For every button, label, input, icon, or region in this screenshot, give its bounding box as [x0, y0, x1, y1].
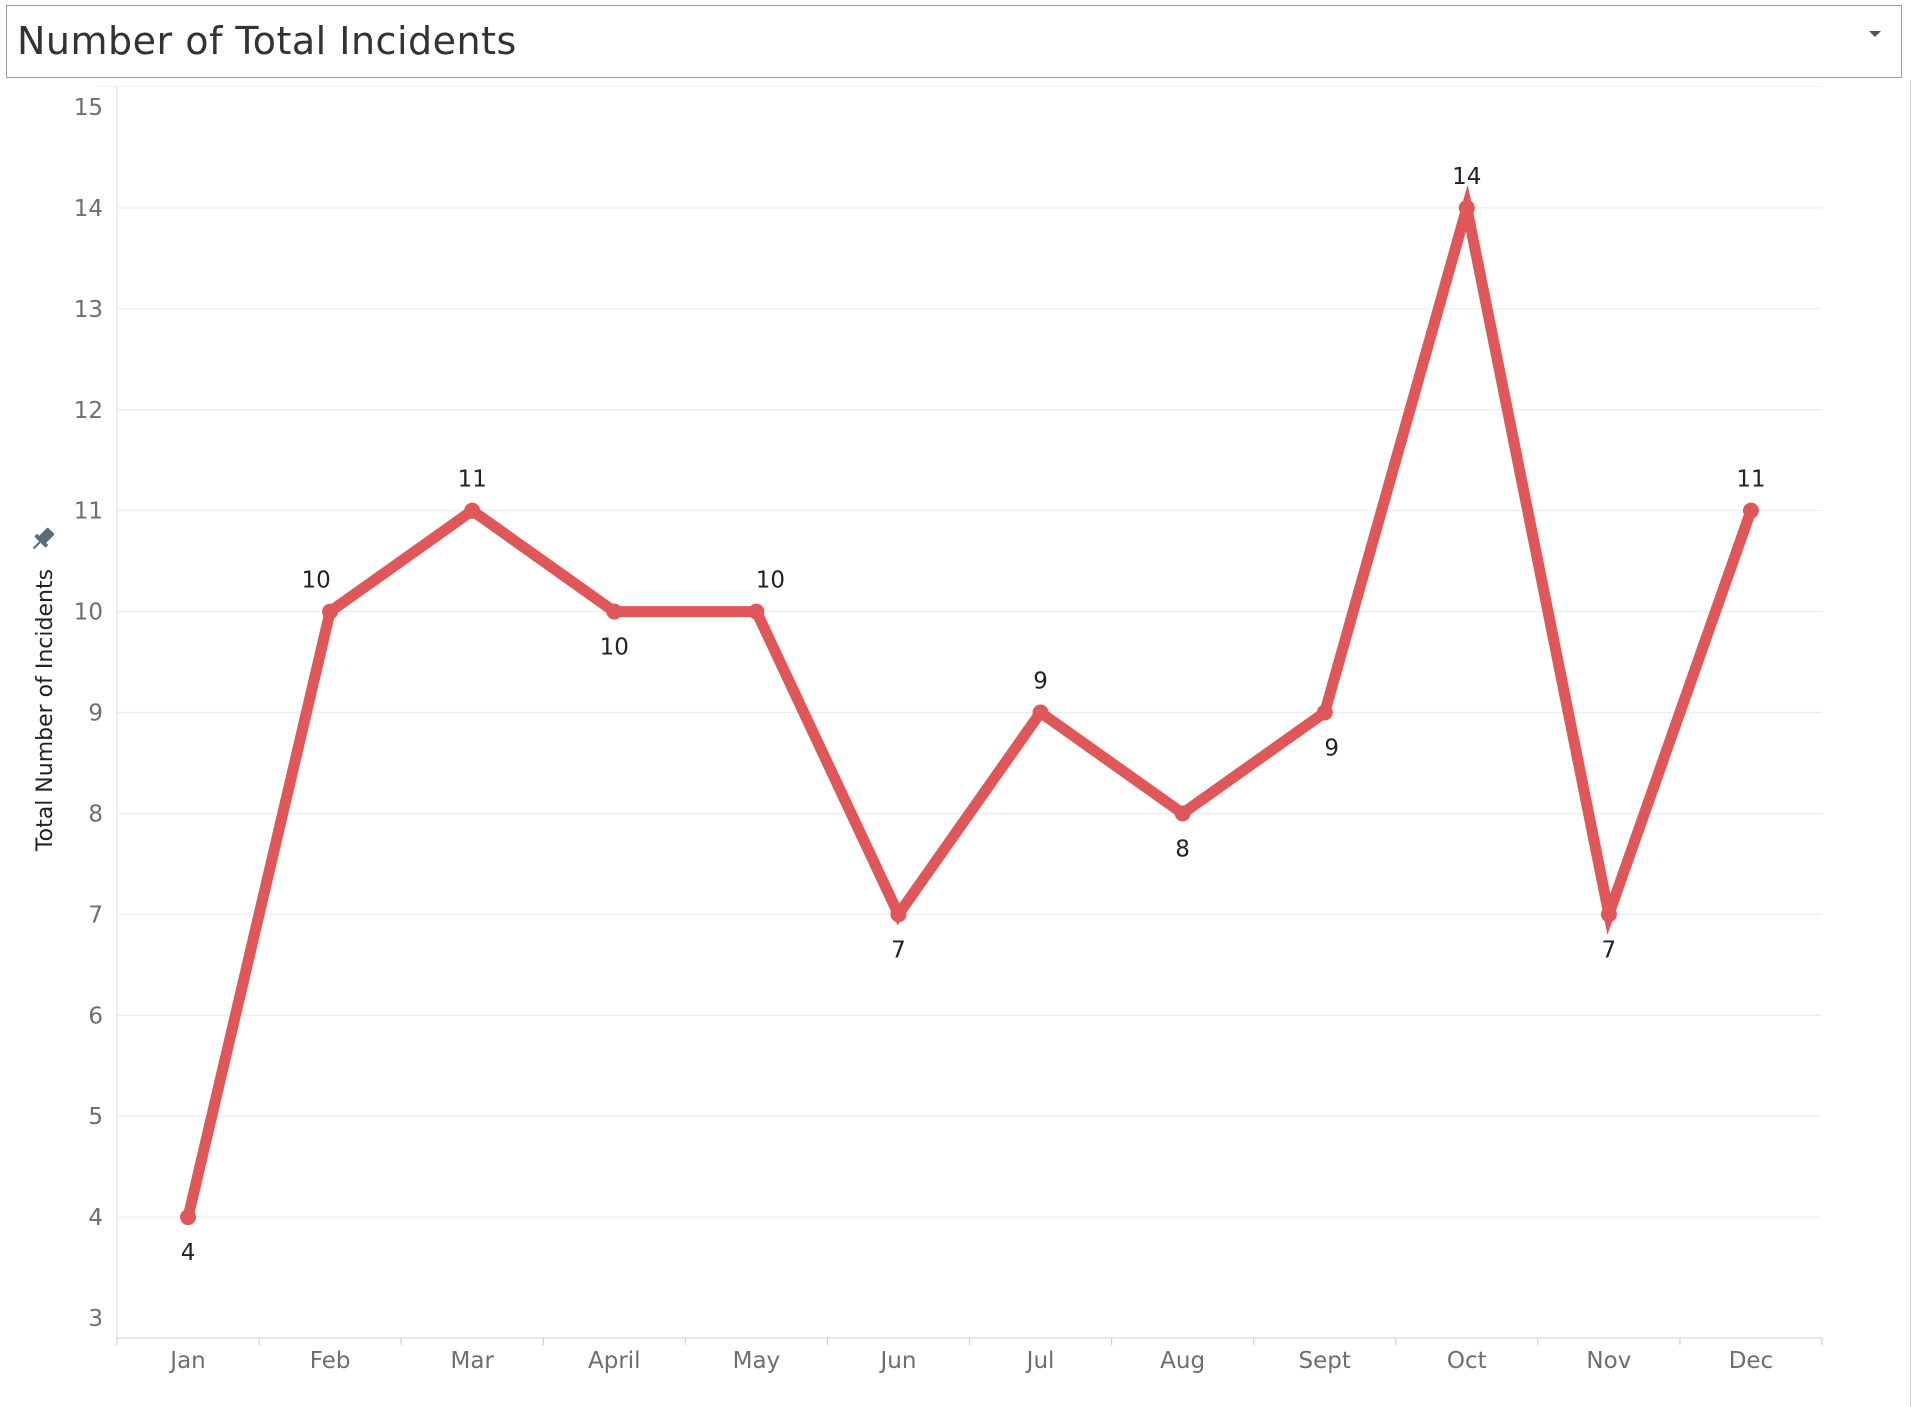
data-point[interactable]: [1742, 502, 1759, 519]
series-line-layer: [182, 184, 1757, 1223]
plot-top-rule: [96, 86, 1822, 87]
title-bar: Number of Total Incidents: [6, 5, 1902, 78]
x-tick-label: Nov: [1586, 1348, 1631, 1374]
y-tick-label: 11: [74, 499, 103, 525]
y-tick-label: 12: [74, 398, 103, 424]
data-point[interactable]: [1600, 906, 1617, 923]
data-point[interactable]: [1032, 704, 1049, 721]
axes: 3 4 5 6 7 8 9 10 11 12 13 14 15 Jan Feb Mar April May Jun J…: [74, 86, 1823, 1374]
data-label: 10: [756, 568, 785, 594]
x-tick-label: May: [733, 1348, 781, 1374]
y-tick-label: 6: [88, 1003, 103, 1029]
x-tick-label: April: [588, 1348, 641, 1374]
data-point[interactable]: [1316, 704, 1333, 721]
data-point[interactable]: [748, 603, 765, 620]
data-label: 11: [458, 467, 487, 493]
y-tick-label: 15: [74, 95, 103, 121]
y-tick-label: 10: [74, 600, 103, 626]
x-tick-label: Aug: [1160, 1348, 1205, 1374]
data-point[interactable]: [464, 502, 481, 519]
series-line: [182, 184, 1757, 1223]
data-label: 10: [600, 635, 629, 661]
y-tick-label: 4: [88, 1205, 103, 1231]
x-tick-label: Sept: [1299, 1348, 1351, 1374]
chart-title: Number of Total Incidents: [17, 19, 517, 63]
y-tick-label: 3: [88, 1306, 103, 1332]
pin-icon[interactable]: [28, 525, 57, 554]
y-tick-label: 9: [88, 701, 103, 727]
data-label: 8: [1175, 836, 1190, 862]
x-tick-label: Jul: [1025, 1348, 1055, 1374]
data-label: 9: [1033, 669, 1048, 695]
x-tick-label: Jun: [878, 1348, 916, 1374]
data-points: [180, 199, 1759, 1226]
pane-border: [1910, 80, 1911, 1407]
y-tick-label: 13: [74, 297, 103, 323]
data-point[interactable]: [180, 1209, 197, 1226]
x-tick-label: Feb: [310, 1348, 351, 1374]
data-labels: 4 10 11 10 10 7 9 8 9 14 7 11: [181, 164, 1766, 1266]
y-tick-label: 5: [88, 1104, 103, 1130]
data-point[interactable]: [322, 603, 339, 620]
y-tick-label: 7: [88, 902, 103, 928]
x-tick-label: Dec: [1729, 1348, 1774, 1374]
data-label: 10: [301, 568, 330, 594]
y-tick-label: 14: [74, 196, 103, 222]
data-label: 9: [1324, 736, 1339, 762]
data-point[interactable]: [890, 906, 907, 923]
data-label: 14: [1452, 164, 1481, 190]
caret-down-icon[interactable]: [1863, 24, 1887, 44]
data-label: 7: [1602, 937, 1617, 963]
data-point[interactable]: [606, 603, 623, 620]
x-tick-label: Jan: [168, 1348, 205, 1374]
data-point[interactable]: [1458, 199, 1475, 216]
y-axis-label: Total Number of Incidents: [33, 569, 58, 852]
data-point[interactable]: [1174, 805, 1191, 822]
y-tick-label: 8: [88, 801, 103, 827]
x-tick-label: Mar: [451, 1348, 495, 1374]
data-label: 7: [891, 937, 906, 963]
data-label: 4: [181, 1240, 196, 1266]
data-label: 11: [1736, 467, 1765, 493]
x-tick-label: Oct: [1447, 1348, 1487, 1374]
